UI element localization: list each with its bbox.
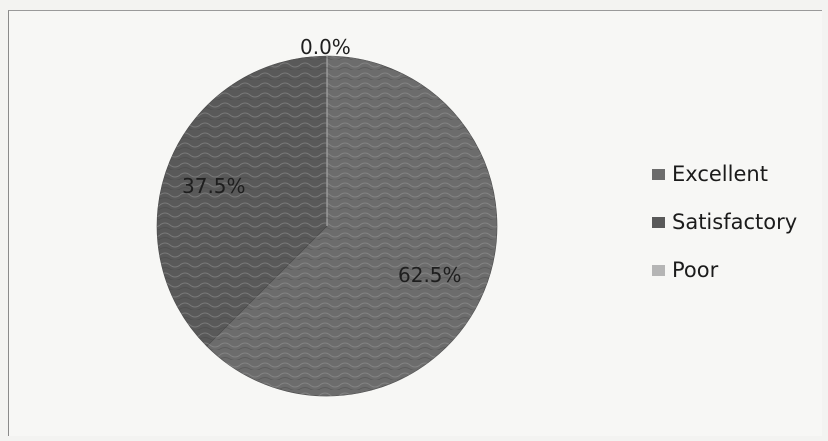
legend-swatch-satisfactory [652, 216, 665, 228]
legend-swatch-poor [652, 264, 665, 276]
data-label-excellent: 62.5% [398, 263, 462, 287]
legend-item-excellent: Excellent [652, 160, 797, 188]
data-label-poor: 0.0% [300, 35, 351, 59]
data-label-satisfactory: 37.5% [182, 174, 246, 198]
legend-item-satisfactory: Satisfactory [652, 208, 797, 236]
legend-label-poor: Poor [672, 258, 719, 282]
legend: Excellent Satisfactory Poor [652, 160, 797, 284]
legend-item-poor: Poor [652, 256, 797, 284]
legend-label-excellent: Excellent [672, 162, 768, 186]
legend-swatch-excellent [652, 168, 665, 180]
legend-label-satisfactory: Satisfactory [672, 210, 798, 234]
pie-texture [157, 56, 497, 396]
